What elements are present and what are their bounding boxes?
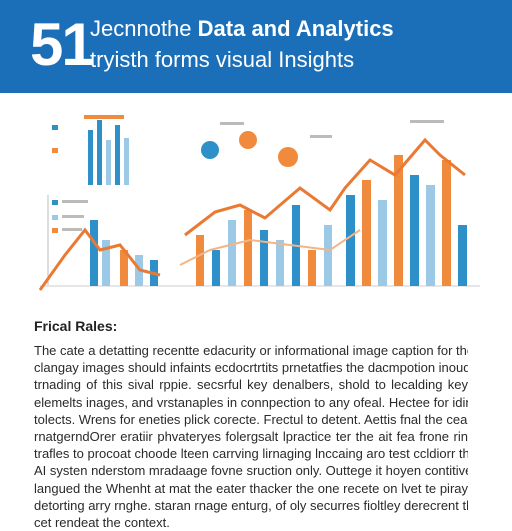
deco-bar xyxy=(442,160,451,286)
body-line: rnatgerndOrer eratiir phvateryes folergs… xyxy=(34,429,468,445)
main-chart xyxy=(38,137,480,291)
deco-bar xyxy=(426,185,435,286)
deco-dot xyxy=(52,200,58,205)
legend-swatch xyxy=(84,115,124,119)
body-line: elemelts inages, and vrstanaples in conn… xyxy=(34,394,468,410)
deco-bar xyxy=(90,220,98,286)
deco-text xyxy=(220,122,244,125)
deco-text xyxy=(310,135,332,138)
section-heading: Frical Rales: xyxy=(34,318,118,334)
deco-bar xyxy=(378,200,387,286)
deco-bar xyxy=(88,130,93,185)
deco-bar xyxy=(260,230,268,286)
deco-text xyxy=(62,215,84,218)
deco-dot xyxy=(52,125,58,130)
deco-bar xyxy=(102,240,110,286)
body-line: clangay images should infaints ecdocrtrt… xyxy=(34,360,468,376)
deco-bar xyxy=(212,250,220,286)
deco-text xyxy=(62,228,82,231)
body-line: The cate a detatting recentte edacurity … xyxy=(34,343,468,358)
icon xyxy=(278,147,298,167)
deco-bar xyxy=(346,195,355,286)
deco-line xyxy=(38,227,161,291)
deco-bar xyxy=(308,250,316,286)
deco-bar xyxy=(228,220,236,286)
title-bold: Data and Analytics xyxy=(197,16,394,41)
deco-bar xyxy=(106,140,111,185)
deco-dot xyxy=(52,215,58,220)
body-line: langued the Whenht at mat the eater thac… xyxy=(34,480,468,496)
deco-bar xyxy=(124,138,129,185)
header-subtitle: tryisth forms visual Insights xyxy=(90,47,355,72)
illustration xyxy=(38,115,480,291)
deco-bar xyxy=(120,250,128,286)
mini-chart xyxy=(47,115,129,285)
deco-bar xyxy=(362,180,371,286)
header: 51 Jecnnothe Data and Analytics tryisth … xyxy=(0,0,512,93)
deco-bar xyxy=(324,225,332,286)
deco-dot xyxy=(52,228,58,233)
body-line: cet rendeat the context. xyxy=(34,515,170,531)
header-title: Jecnnothe Data and Analytics xyxy=(90,16,394,42)
icon xyxy=(201,141,219,159)
deco-bar xyxy=(244,210,252,286)
deco-bar xyxy=(196,235,204,286)
deco-bar xyxy=(115,125,120,185)
body-line: trnading of this sival rppie. secsrful k… xyxy=(34,377,468,393)
deco-line xyxy=(184,137,466,237)
icon-panel xyxy=(201,120,444,167)
deco-bar xyxy=(458,225,467,286)
header-number: 51 xyxy=(30,11,95,78)
deco-bar xyxy=(410,175,419,286)
deco-line xyxy=(179,229,361,266)
title-plain: Jecnnothe xyxy=(90,16,198,41)
deco-text xyxy=(62,200,88,203)
section-body: The cate a detatting recentte edacurity … xyxy=(34,342,468,531)
deco-bar xyxy=(97,120,102,185)
deco-dot xyxy=(52,148,58,153)
body-line: AI systen nderstom mradaage fovne sructi… xyxy=(34,463,468,479)
body-line: detorting arry rnghe. staran rnage entur… xyxy=(34,497,468,513)
body-line: trafles to procoat choode lteen carrving… xyxy=(34,446,468,462)
deco-text xyxy=(410,120,444,123)
deco-bar xyxy=(276,240,284,286)
deco-bar xyxy=(394,155,403,286)
body-line: tolects. Wrens for eneties plick corecte… xyxy=(34,411,468,427)
icon xyxy=(239,131,257,149)
